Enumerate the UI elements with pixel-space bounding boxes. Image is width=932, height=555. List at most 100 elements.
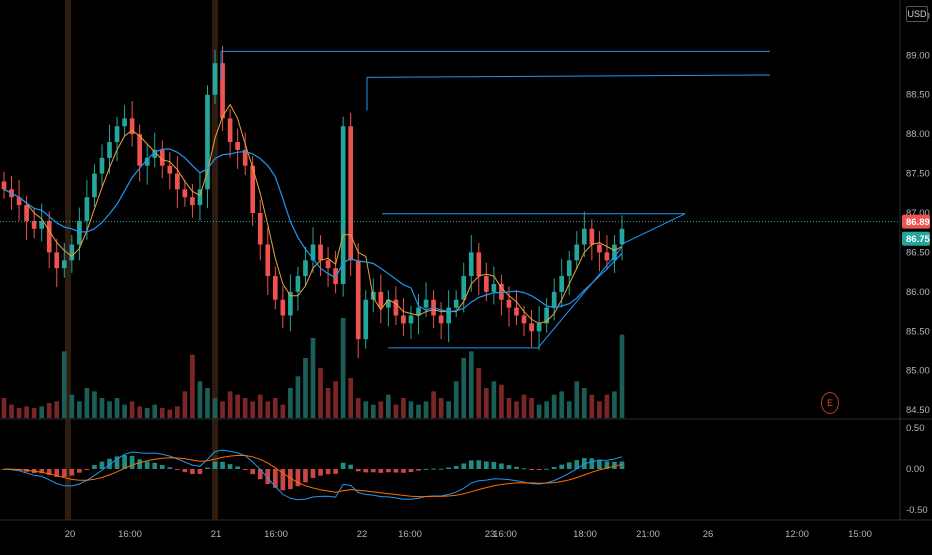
macd-histogram-bar [340, 462, 346, 469]
macd-histogram-bar [182, 469, 188, 473]
volume-bar [227, 391, 233, 418]
candle-body [386, 299, 391, 308]
candle-body [544, 307, 549, 324]
volume-bar [9, 404, 14, 418]
candle-body [393, 299, 399, 316]
macd-histogram-bar [363, 469, 369, 473]
volume-bar [122, 404, 127, 418]
volume-bar [551, 394, 557, 418]
macd-histogram-bar [212, 461, 218, 469]
macd-histogram-bar [612, 461, 617, 469]
macd-histogram-bar [61, 469, 67, 478]
moving-average-fast [3, 103, 623, 324]
macd-histogram-bar [122, 455, 127, 469]
candle-body [167, 165, 173, 174]
time-axis-tick: 15:00 [848, 529, 872, 540]
candle-body [484, 276, 489, 292]
macd-histogram-bar [521, 468, 527, 470]
candle-body [491, 283, 497, 292]
volume-bar [197, 381, 203, 418]
volume-bar [303, 358, 308, 418]
volume-bar [468, 351, 474, 418]
candle-body [288, 291, 293, 316]
price-axis-tick: 84.50 [906, 405, 930, 416]
volume-bar [423, 401, 429, 418]
candle-body [212, 63, 218, 95]
time-axis-tick: 20 [65, 529, 76, 540]
macd-histogram-bar [144, 461, 150, 469]
macd-histogram-bar [92, 465, 97, 469]
candle-body [348, 126, 354, 261]
candle-body [325, 260, 331, 269]
candle-body [265, 244, 271, 277]
candle-body [529, 323, 534, 332]
macd-histogram-bar [401, 469, 406, 473]
price-axis-tick: 85.50 [906, 326, 930, 337]
signal-line [3, 454, 623, 498]
volume-bar [220, 401, 225, 418]
volume-bar [401, 398, 406, 418]
volume-bar [484, 388, 489, 418]
volume-bar [24, 406, 29, 418]
macd-histogram-bar [318, 469, 323, 476]
candle-body [604, 252, 610, 261]
candle-body [506, 299, 512, 308]
candle-body [295, 276, 301, 292]
macd-histogram-bar [446, 467, 451, 469]
time-axis-tick: 21 [211, 529, 222, 540]
volume-bar [107, 401, 112, 418]
candle-body [416, 307, 421, 316]
macd-histogram-bar [295, 469, 301, 487]
volume-bar [453, 381, 459, 418]
macd-histogram-bar [408, 469, 414, 473]
volume-bar [318, 368, 323, 418]
macd-histogram-bar [386, 469, 391, 473]
candle-body [39, 220, 45, 229]
candle-body [257, 213, 263, 245]
volume-bar [476, 368, 482, 418]
candle-body [499, 283, 504, 300]
volume-bar [408, 401, 414, 418]
candle-body [77, 220, 82, 245]
candle-body [242, 149, 248, 166]
candle-body [581, 228, 587, 245]
volume-bar [604, 394, 610, 418]
triangle-upper-edge [382, 213, 686, 245]
candle-body [423, 299, 429, 308]
candle-body [227, 118, 233, 143]
time-axis-tick: 16:00 [398, 529, 422, 540]
earnings-marker-icon[interactable]: E [821, 392, 839, 414]
time-axis-tick: 18:00 [573, 529, 597, 540]
macd-axis-tick: 0.00 [906, 464, 925, 475]
macd-histogram-bar [529, 469, 534, 470]
currency-badge[interactable]: USD [906, 6, 928, 22]
macd-axis-tick: -0.50 [906, 505, 928, 516]
macd-histogram-bar [272, 469, 278, 488]
volume-bar [416, 404, 421, 418]
macd-histogram-bar [107, 458, 112, 469]
time-axis-tick: 16:00 [118, 529, 142, 540]
candle-body [333, 268, 338, 284]
time-axis-tick: 26 [703, 529, 714, 540]
macd-histogram-bar [303, 469, 308, 483]
macd-histogram-bar [280, 469, 286, 491]
price-axis-tick: 89.00 [906, 50, 930, 61]
volume-bar [280, 404, 286, 418]
volume-bar [159, 408, 165, 418]
volume-bar [69, 394, 75, 418]
candle-body [521, 315, 527, 324]
candle-body [476, 252, 482, 277]
macd-histogram-bar [310, 469, 316, 478]
volume-bar [446, 401, 451, 418]
volume-bar [54, 401, 60, 418]
volume-bar [84, 388, 90, 418]
candle-body [559, 276, 565, 292]
macd-line [3, 449, 623, 501]
candle-body [280, 299, 286, 316]
candle-body [303, 260, 308, 277]
volume-bar [288, 388, 293, 418]
macd-histogram-bar [242, 469, 248, 470]
volume-bar [152, 404, 158, 418]
